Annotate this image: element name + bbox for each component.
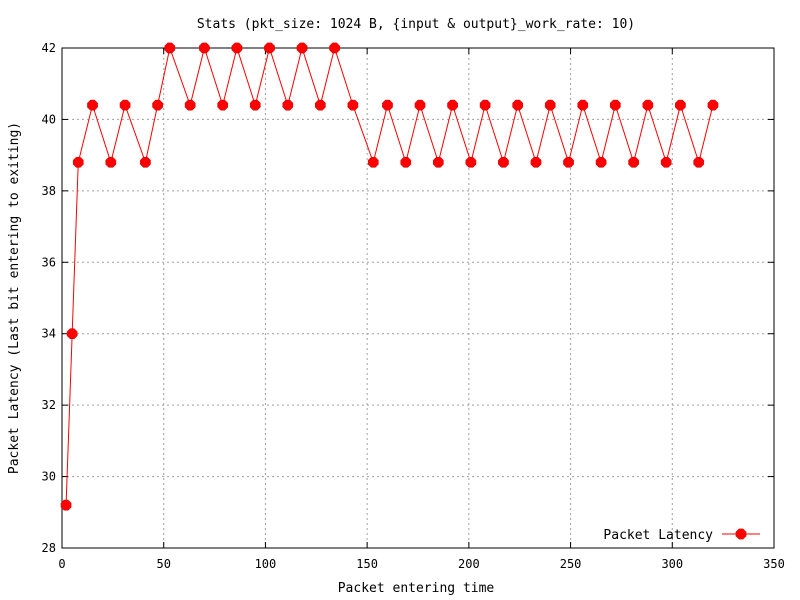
series-layer bbox=[60, 42, 719, 511]
data-point bbox=[642, 99, 654, 111]
data-point bbox=[119, 99, 131, 111]
data-point bbox=[66, 328, 78, 340]
legend-label: Packet Latency bbox=[603, 528, 713, 543]
data-point bbox=[465, 156, 477, 168]
x-axis-label: Packet entering time bbox=[338, 581, 495, 596]
data-point bbox=[140, 156, 151, 168]
data-point bbox=[693, 156, 705, 168]
data-point bbox=[296, 42, 308, 54]
data-point bbox=[544, 99, 556, 111]
y-tick-label: 32 bbox=[42, 398, 56, 412]
y-tick-label: 36 bbox=[42, 255, 56, 269]
data-point bbox=[447, 99, 458, 111]
data-point bbox=[414, 99, 426, 111]
x-tick-label: 250 bbox=[560, 557, 582, 571]
data-point bbox=[628, 156, 639, 168]
data-point bbox=[563, 156, 574, 168]
data-point bbox=[199, 42, 210, 54]
plot-frame bbox=[61, 47, 775, 549]
grid-lines bbox=[62, 48, 774, 548]
x-tick-labels: 0 50 100 150 200 250 300 350 bbox=[58, 557, 784, 571]
x-tick-label: 50 bbox=[156, 557, 170, 571]
data-point bbox=[479, 99, 491, 111]
legend-marker bbox=[735, 528, 747, 540]
x-tick-label: 0 bbox=[58, 557, 65, 571]
data-point bbox=[72, 156, 84, 168]
axis-ticks bbox=[61, 47, 775, 549]
data-point bbox=[60, 499, 72, 511]
y-tick-label: 38 bbox=[42, 184, 56, 198]
data-point bbox=[347, 99, 359, 111]
data-point bbox=[707, 99, 719, 111]
data-point bbox=[577, 99, 589, 111]
data-point bbox=[264, 42, 275, 54]
data-point bbox=[217, 99, 229, 111]
data-point bbox=[595, 156, 607, 168]
y-axis-label: Packet Latency (Last bit entering to exi… bbox=[7, 122, 22, 474]
data-point bbox=[530, 156, 542, 168]
data-point bbox=[660, 156, 672, 168]
data-point bbox=[87, 99, 98, 111]
data-point bbox=[433, 156, 444, 168]
data-point bbox=[105, 156, 117, 168]
y-tick-labels: 28 30 32 34 36 38 40 42 bbox=[42, 41, 56, 555]
data-point bbox=[184, 99, 196, 111]
x-tick-label: 300 bbox=[661, 557, 683, 571]
data-point bbox=[609, 99, 621, 111]
y-tick-label: 28 bbox=[42, 541, 56, 555]
x-tick-label: 100 bbox=[255, 557, 277, 571]
data-point bbox=[675, 99, 686, 111]
chart-title: Stats (pkt_size: 1024 B, {input & output… bbox=[197, 17, 635, 32]
data-point bbox=[367, 156, 379, 168]
data-point bbox=[164, 42, 176, 54]
legend: Packet Latency bbox=[603, 528, 760, 543]
y-tick-label: 34 bbox=[42, 327, 56, 341]
data-point bbox=[249, 99, 261, 111]
data-point bbox=[382, 99, 393, 111]
x-tick-label: 200 bbox=[458, 557, 480, 571]
series-line bbox=[65, 46, 714, 506]
data-point bbox=[329, 42, 340, 54]
x-tick-label: 350 bbox=[763, 557, 785, 571]
data-point bbox=[152, 99, 163, 111]
data-point bbox=[498, 156, 509, 168]
y-tick-label: 30 bbox=[42, 470, 56, 484]
data-point bbox=[512, 99, 524, 111]
y-tick-label: 40 bbox=[42, 112, 56, 126]
data-point bbox=[231, 42, 243, 54]
x-tick-label: 150 bbox=[356, 557, 378, 571]
data-point bbox=[400, 156, 412, 168]
data-point bbox=[315, 99, 326, 111]
data-point bbox=[282, 99, 294, 111]
y-tick-label: 42 bbox=[42, 41, 56, 55]
